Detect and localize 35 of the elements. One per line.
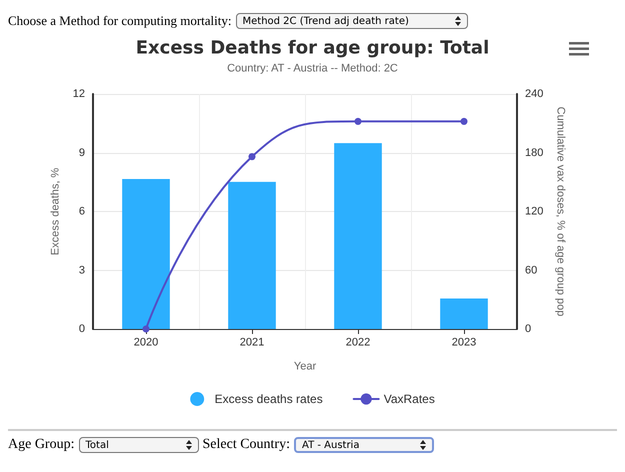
point	[142, 326, 150, 332]
x-axis-title: Year	[294, 360, 316, 372]
chart-subtitle: Country: AT - Austria -- Method: 2C	[227, 62, 398, 74]
text: Total	[86, 440, 109, 450]
bar	[228, 182, 276, 329]
y2-axis-title: Cumulative vax doses, % of age group pop	[554, 106, 566, 316]
y-tick-label: 6	[78, 206, 85, 218]
bar	[122, 178, 170, 329]
bar	[440, 298, 488, 329]
legend-label: VaxRates	[384, 392, 435, 406]
y2-tick-label: 180	[525, 146, 544, 159]
y2-tick-label: 240	[525, 88, 544, 100]
y-axis-title: Excess deaths, %	[50, 168, 62, 256]
y2-tick-label: 0	[525, 323, 532, 335]
x-tick-label: 2020	[134, 336, 158, 348]
text: Method 2C (Trend adj death rate)	[242, 16, 409, 26]
y2-tick-label: 120	[525, 206, 544, 218]
chart-title: Excess Deaths for age group: Total	[136, 38, 490, 58]
text: Select Country:	[202, 437, 290, 453]
bar	[334, 143, 382, 329]
y-tick-label: 0	[78, 323, 85, 335]
legend-label: Excess deaths rates	[214, 392, 323, 406]
y-tick-label: 3	[78, 264, 85, 276]
x-tick-label: 2021	[240, 336, 264, 348]
text: AT - Austria	[302, 440, 360, 450]
y-tick-label: 9	[78, 146, 85, 159]
y2-tick-label: 60	[525, 264, 538, 276]
point	[354, 118, 362, 125]
y-tick-label: 12	[72, 88, 85, 100]
x-tick-label: 2023	[452, 336, 476, 348]
point	[248, 153, 256, 160]
text: Choose a Method for computing mortality:	[8, 13, 232, 29]
x-tick-label: 2022	[346, 336, 370, 348]
text: Age Group:	[8, 437, 74, 453]
point	[460, 118, 468, 125]
